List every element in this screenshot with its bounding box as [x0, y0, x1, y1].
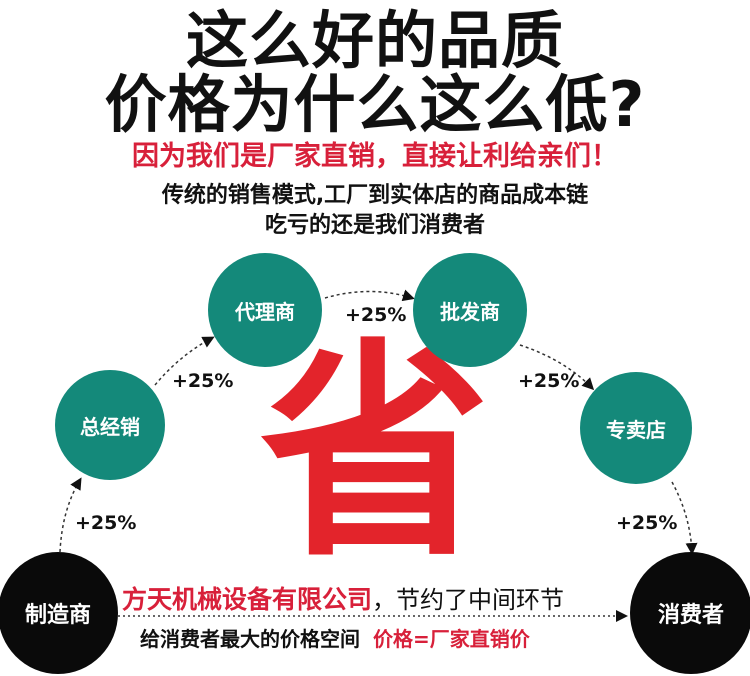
arrow-1	[59, 477, 82, 553]
title-line-2: 价格为什么这么低?	[104, 68, 646, 141]
markup-label: +25%	[345, 304, 407, 326]
markup-label: +25%	[172, 370, 234, 392]
description-line-1: 传统的销售模式,工厂到实体店的商品成本链	[161, 183, 589, 208]
title-line-1: 这么好的品质	[185, 4, 564, 77]
node-general-distributor: 总经销	[55, 370, 165, 480]
price-space-text: 给消费者最大的价格空间	[140, 627, 360, 651]
bottom-line-2: 给消费者最大的价格空间 价格=厂家直销价	[140, 626, 530, 652]
arrow-5	[671, 481, 698, 555]
bottom-line-1: 方天机械设备有限公司，节约了中间环节	[122, 585, 564, 615]
node-consumer: 消费者	[630, 552, 750, 674]
markup-label: +25%	[518, 370, 580, 392]
red-subtitle: 因为我们是厂家直销，直接让利给亲们！	[132, 141, 618, 172]
node-wholesaler: 批发商	[413, 253, 527, 367]
arrow-4	[519, 344, 595, 391]
arrow-2	[154, 336, 215, 386]
node-store: 专卖店	[580, 372, 692, 484]
node-agent: 代理商	[208, 253, 322, 367]
description-line-2: 吃亏的还是我们消费者	[264, 213, 485, 238]
markup-label: +25%	[616, 512, 678, 534]
company-name: 方天机械设备有限公司	[122, 585, 373, 614]
company-suffix: ，节约了中间环节	[372, 586, 565, 614]
markup-label: +25%	[75, 512, 137, 534]
arrow-3	[324, 289, 415, 302]
price-note: 价格=厂家直销价	[372, 627, 530, 651]
save-character: 省	[259, 321, 490, 588]
node-manufacturer: 制造商	[0, 552, 118, 674]
